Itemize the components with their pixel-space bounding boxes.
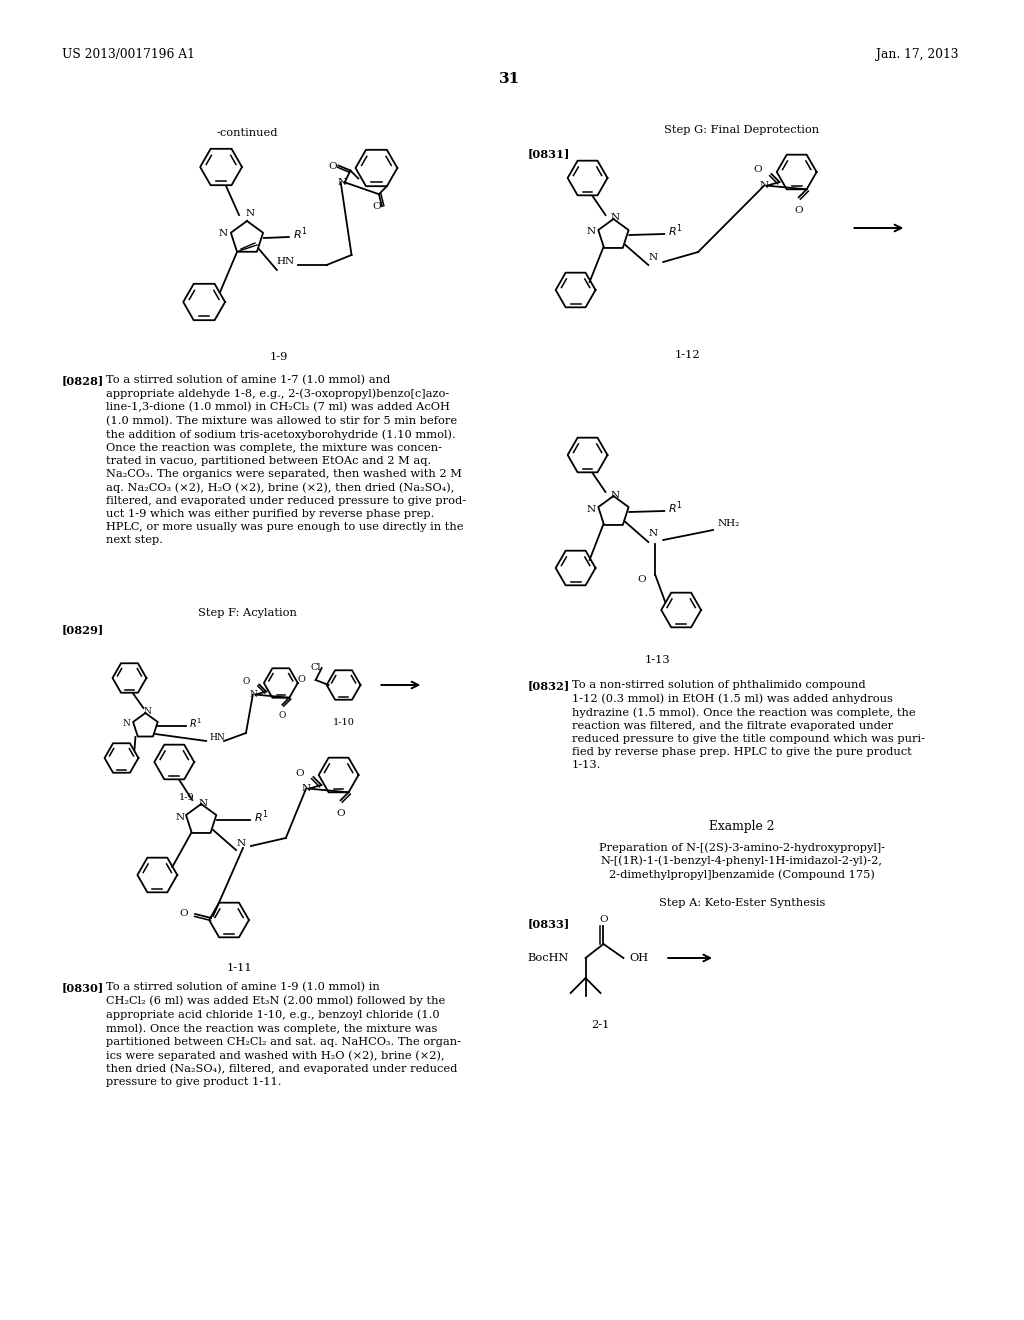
Text: N: N <box>246 209 255 218</box>
Text: To a stirred solution of amine 1-7 (1.0 mmol) and
appropriate aldehyde 1-8, e.g.: To a stirred solution of amine 1-7 (1.0 … <box>105 375 466 545</box>
Text: [0833]: [0833] <box>527 917 570 929</box>
Text: Cl: Cl <box>310 663 321 672</box>
Text: N: N <box>143 708 152 717</box>
Text: NH₂: NH₂ <box>718 520 740 528</box>
Text: HN: HN <box>276 257 295 267</box>
Text: O: O <box>328 162 337 172</box>
Text: N: N <box>176 813 184 821</box>
Text: 31: 31 <box>500 73 520 86</box>
Text: [0832]: [0832] <box>527 680 570 690</box>
Text: O: O <box>599 916 608 924</box>
Text: N: N <box>611 491 620 499</box>
Text: O: O <box>279 711 286 721</box>
Text: N: N <box>236 838 245 847</box>
Text: N: N <box>123 718 130 727</box>
Text: To a stirred solution of amine 1-9 (1.0 mmol) in
CH₂Cl₂ (6 ml) was added Et₃N (2: To a stirred solution of amine 1-9 (1.0 … <box>105 982 461 1088</box>
Text: O: O <box>298 676 306 685</box>
Text: N: N <box>648 529 657 539</box>
Text: $R^{1}$: $R^{1}$ <box>293 226 307 243</box>
Text: 1-11: 1-11 <box>226 964 252 973</box>
Text: 1-9: 1-9 <box>178 793 194 803</box>
Text: To a non-stirred solution of phthalimido compound
1-12 (0.3 mmol) in EtOH (1.5 m: To a non-stirred solution of phthalimido… <box>571 680 925 770</box>
Text: N: N <box>648 252 657 261</box>
Text: $R^{1}$: $R^{1}$ <box>189 715 203 730</box>
Text: O: O <box>179 909 187 919</box>
Text: N: N <box>218 230 227 239</box>
Text: $R^{1}$: $R^{1}$ <box>669 223 683 239</box>
Text: 1-9: 1-9 <box>269 352 288 362</box>
Text: OH: OH <box>630 953 648 964</box>
Text: [0829]: [0829] <box>61 624 104 635</box>
Text: N: N <box>337 178 346 187</box>
Text: [0831]: [0831] <box>527 148 570 158</box>
Text: Step G: Final Deprotection: Step G: Final Deprotection <box>665 125 819 135</box>
Text: N: N <box>199 799 208 808</box>
Text: O: O <box>243 677 250 686</box>
Text: O: O <box>295 768 304 777</box>
Text: Step A: Keto-Ester Synthesis: Step A: Keto-Ester Synthesis <box>658 898 825 908</box>
Text: Jan. 17, 2013: Jan. 17, 2013 <box>876 48 958 61</box>
Text: 1-12: 1-12 <box>675 350 700 360</box>
Text: BocHN: BocHN <box>527 953 569 964</box>
Text: N: N <box>587 227 596 236</box>
Text: O: O <box>336 809 345 818</box>
Text: N: N <box>760 181 769 190</box>
Text: Preparation of N-[(2S)-3-amino-2-hydroxypropyl]-
N-[(1R)-1-(1-benzyl-4-phenyl-1H: Preparation of N-[(2S)-3-amino-2-hydroxy… <box>599 842 885 880</box>
Text: O: O <box>795 206 803 215</box>
Text: N: N <box>587 504 596 513</box>
Text: [0830]: [0830] <box>61 982 104 993</box>
Text: O: O <box>637 576 646 585</box>
Text: Step F: Acylation: Step F: Acylation <box>198 609 296 618</box>
Text: [0828]: [0828] <box>61 375 104 385</box>
Text: O: O <box>373 202 381 211</box>
Text: HN: HN <box>209 734 225 742</box>
Text: N: N <box>611 214 620 223</box>
Text: 2-1: 2-1 <box>591 1020 609 1030</box>
Text: O: O <box>754 165 762 174</box>
Text: N: N <box>301 784 310 793</box>
Text: US 2013/0017196 A1: US 2013/0017196 A1 <box>61 48 195 61</box>
Text: Example 2: Example 2 <box>710 820 775 833</box>
Text: $R^{1}$: $R^{1}$ <box>254 809 268 825</box>
Text: -continued: -continued <box>216 128 278 139</box>
Text: N: N <box>250 690 258 700</box>
Text: $R^{1}$: $R^{1}$ <box>669 500 683 516</box>
Text: 1-10: 1-10 <box>333 718 354 727</box>
Text: 1-13: 1-13 <box>644 655 670 665</box>
